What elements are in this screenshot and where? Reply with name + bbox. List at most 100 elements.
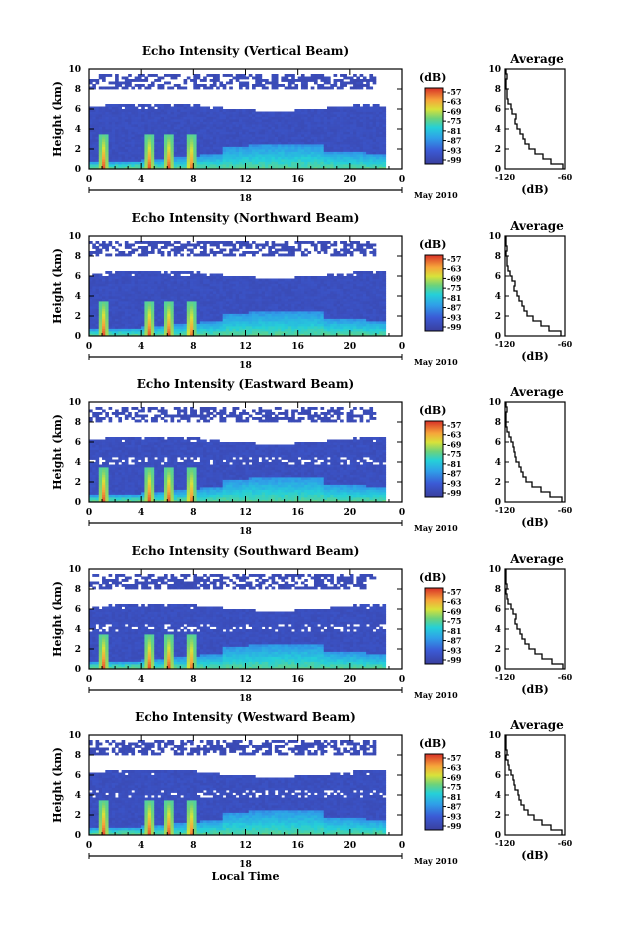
heatmap-cell bbox=[225, 278, 230, 282]
heatmap-cell bbox=[310, 296, 315, 299]
heatmap-cell bbox=[336, 161, 341, 165]
heatmap-cell bbox=[118, 321, 122, 324]
heatmap-cell bbox=[310, 116, 315, 120]
heatmap-cell bbox=[343, 84, 347, 87]
heatmap-cell bbox=[225, 253, 230, 257]
x-tick-label: 0 bbox=[86, 175, 92, 185]
heatmap-cell bbox=[258, 79, 263, 82]
heatmap-cell bbox=[320, 323, 325, 327]
heatmap-cell bbox=[111, 139, 116, 142]
heatmap-cell bbox=[137, 126, 142, 130]
heatmap-cell bbox=[111, 121, 116, 125]
heatmap-cell bbox=[137, 246, 142, 249]
heatmap-cell bbox=[268, 149, 272, 152]
heatmap-cell bbox=[157, 106, 162, 110]
heatmap-cell bbox=[167, 159, 171, 162]
heatmap-cell bbox=[219, 311, 224, 314]
heatmap-cell bbox=[245, 246, 250, 249]
heatmap-cell bbox=[274, 141, 279, 145]
heatmap-cell bbox=[349, 129, 354, 132]
heatmap-cell bbox=[323, 126, 328, 130]
heatmap-cell bbox=[209, 166, 214, 170]
heatmap-cell bbox=[300, 109, 305, 112]
heatmap-cell bbox=[287, 149, 292, 152]
heatmap-cell bbox=[349, 308, 354, 312]
heatmap-cell bbox=[343, 318, 347, 322]
heatmap-cell bbox=[92, 333, 96, 337]
heatmap-cell bbox=[353, 331, 357, 334]
heatmap-cell bbox=[141, 154, 145, 157]
heatmap-cell bbox=[212, 311, 217, 314]
heatmap-cell bbox=[349, 331, 354, 334]
heatmap-cell bbox=[294, 164, 299, 167]
heatmap-cell bbox=[238, 323, 243, 327]
heatmap-cell bbox=[134, 84, 139, 87]
heatmap-cell bbox=[206, 119, 211, 122]
heatmap-cell bbox=[294, 119, 299, 122]
heatmap-cell bbox=[196, 283, 201, 287]
heatmap-cell bbox=[333, 298, 338, 302]
heatmap-cell bbox=[95, 286, 100, 289]
heatmap-cell bbox=[105, 119, 109, 122]
heatmap-cell bbox=[353, 116, 357, 120]
heatmap-cell bbox=[333, 251, 338, 254]
heatmap-cell bbox=[336, 159, 341, 162]
heatmap-cell bbox=[167, 136, 171, 140]
heatmap-cell bbox=[183, 79, 188, 82]
heatmap-cell bbox=[124, 246, 129, 249]
heatmap-cell bbox=[336, 151, 341, 155]
heatmap-cell bbox=[157, 126, 162, 130]
heatmap-cell bbox=[242, 76, 246, 80]
heatmap-cell bbox=[366, 116, 370, 120]
heatmap-cell bbox=[92, 116, 96, 120]
heatmap-cell bbox=[317, 134, 321, 137]
heatmap-cell bbox=[128, 251, 132, 254]
heatmap-cell bbox=[190, 286, 194, 289]
heatmap-cell bbox=[121, 331, 126, 334]
heatmap-cell bbox=[203, 146, 207, 150]
heatmap-cell bbox=[199, 326, 204, 329]
heatmap-cell bbox=[216, 251, 220, 254]
heatmap-cell bbox=[89, 283, 93, 287]
heatmap-cell bbox=[235, 278, 240, 282]
heatmap-cell bbox=[124, 76, 129, 80]
heatmap-cell bbox=[102, 126, 106, 130]
heatmap-cell bbox=[124, 86, 129, 90]
heatmap-cell bbox=[261, 291, 266, 294]
heatmap-cell bbox=[190, 114, 194, 117]
heatmap-cell bbox=[284, 119, 289, 122]
heatmap-cell bbox=[359, 126, 364, 130]
heatmap-cell bbox=[274, 296, 279, 299]
heatmap-cell bbox=[203, 149, 207, 152]
heatmap-cell bbox=[183, 243, 188, 247]
heatmap-cell bbox=[366, 151, 370, 155]
heatmap-cell bbox=[297, 248, 302, 252]
heatmap-cell bbox=[137, 333, 142, 337]
heatmap-cell bbox=[167, 149, 171, 152]
heatmap-cell bbox=[193, 306, 197, 309]
heatmap-cell bbox=[248, 288, 253, 292]
heatmap-cell bbox=[206, 154, 211, 157]
heatmap-cell bbox=[219, 164, 224, 167]
heatmap-cell bbox=[173, 136, 178, 140]
heatmap-cell bbox=[356, 164, 361, 167]
heatmap-cell bbox=[222, 114, 227, 117]
heatmap-cell bbox=[98, 321, 103, 324]
heatmap-cell bbox=[134, 321, 139, 324]
heatmap-cell bbox=[343, 301, 347, 304]
heatmap-cell bbox=[278, 139, 282, 142]
heatmap-cell bbox=[203, 253, 207, 257]
heatmap-cell bbox=[375, 144, 380, 147]
heatmap-cell bbox=[248, 154, 253, 157]
heatmap-cell bbox=[206, 331, 211, 334]
heatmap-cell bbox=[95, 156, 100, 160]
heatmap-cell bbox=[131, 298, 136, 302]
heatmap-cell bbox=[310, 241, 315, 244]
heatmap-cell bbox=[118, 166, 122, 170]
heatmap-cell bbox=[173, 246, 178, 249]
heatmap-cell bbox=[137, 316, 142, 319]
heatmap-cell bbox=[327, 111, 331, 115]
heatmap-cell bbox=[320, 298, 325, 302]
heatmap-cell bbox=[323, 81, 328, 85]
heatmap-cell bbox=[372, 109, 377, 112]
